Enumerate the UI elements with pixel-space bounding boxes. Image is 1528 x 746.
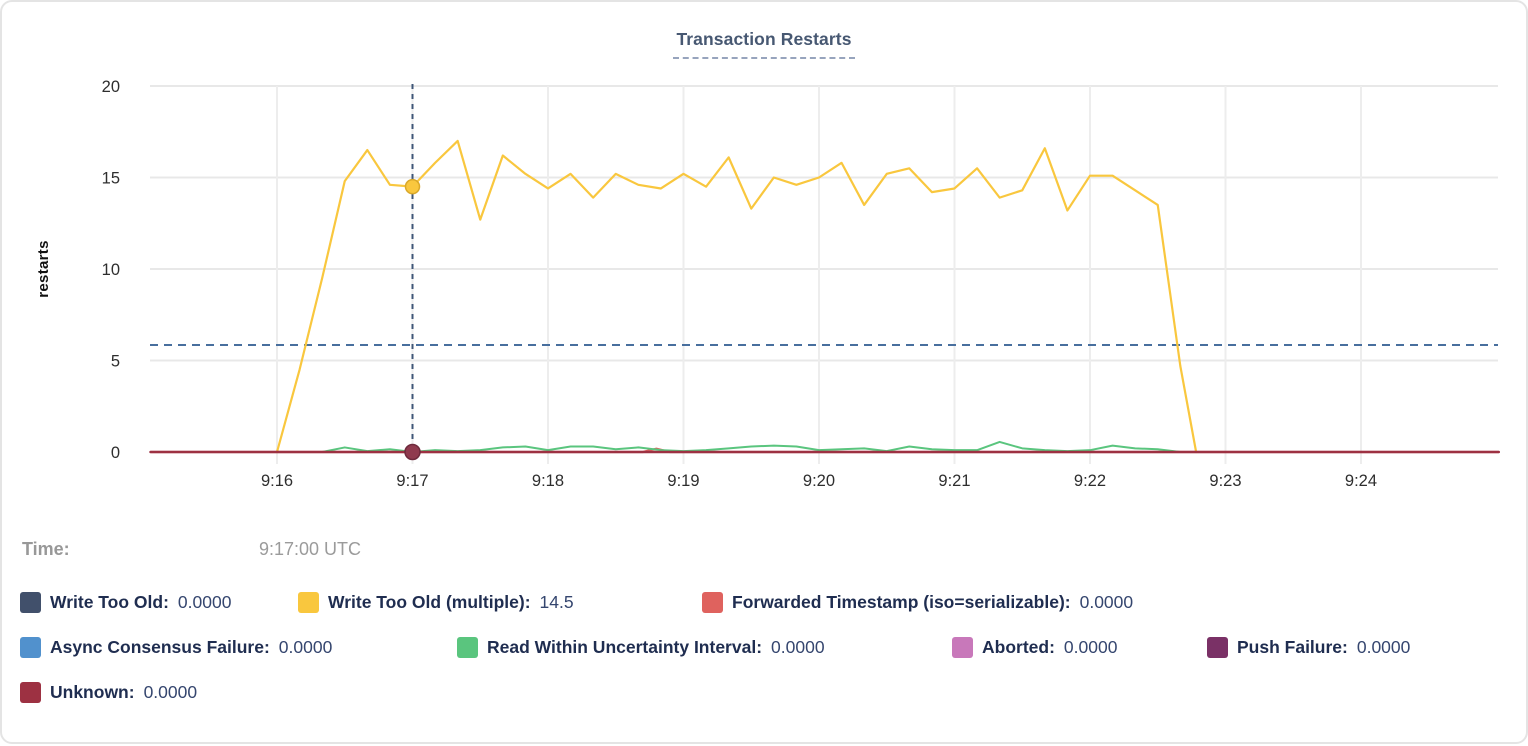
write-too-old-multiple-swatch-icon xyxy=(298,591,319,613)
y-tick-label: 15 xyxy=(102,170,120,188)
y-tick-label: 0 xyxy=(111,444,120,462)
legend-label: Async Consensus Failure: xyxy=(50,636,270,657)
write-too-old-swatch-icon xyxy=(20,591,41,613)
y-tick-label: 5 xyxy=(111,353,120,371)
x-tick-label: 9:24 xyxy=(1345,472,1377,490)
hover-dot-icon xyxy=(404,443,421,461)
x-tick-label: 9:20 xyxy=(803,472,835,490)
x-tick-label: 9:19 xyxy=(667,472,699,490)
legend-label: Unknown: xyxy=(50,681,135,702)
read-within-uncertainty-interval-swatch-icon xyxy=(457,636,478,658)
legend-value: 0.0000 xyxy=(143,681,198,702)
time-label: Time: xyxy=(22,539,70,559)
legend-value: 0.0000 xyxy=(771,636,825,657)
legend-label: Push Failure: xyxy=(1237,636,1348,657)
legend-item-read-within-uncertainty-interval: Read Within Uncertainty Interval: 0.0000 xyxy=(457,635,825,659)
unknown-swatch-icon xyxy=(20,681,41,703)
legend-label: Read Within Uncertainty Interval: xyxy=(487,636,763,657)
aborted-swatch-icon xyxy=(952,636,973,658)
y-tick-label: 10 xyxy=(102,261,120,279)
x-tick-label: 9:23 xyxy=(1209,472,1241,490)
x-tick-label: 9:16 xyxy=(261,472,293,490)
chart-title: Transaction Restarts xyxy=(2,29,1526,59)
legend-value: 0.0000 xyxy=(1356,636,1411,657)
legend-value: 0.0000 xyxy=(1063,636,1118,657)
x-tick-label: 9:21 xyxy=(938,472,970,490)
y-tick-label: 20 xyxy=(102,78,120,96)
legend-label: Forwarded Timestamp (iso=serializable): xyxy=(732,591,1071,612)
chart-title-text[interactable]: Transaction Restarts xyxy=(673,29,855,59)
forwarded-timestamp-swatch-icon xyxy=(702,591,723,613)
legend-item-async-consensus-failure: Async Consensus Failure: 0.0000 xyxy=(20,635,332,659)
push-failure-swatch-icon xyxy=(1207,636,1228,658)
legend-label: Write Too Old: xyxy=(50,591,169,612)
hover-dot-icon xyxy=(404,178,421,195)
legend-label: Aborted: xyxy=(982,636,1055,657)
async-consensus-failure-swatch-icon xyxy=(20,636,41,658)
legend-item-write-too-old-multiple: Write Too Old (multiple): 14.5 xyxy=(298,590,574,614)
legend-item-aborted: Aborted: 0.0000 xyxy=(952,635,1117,659)
y-axis-label: restarts xyxy=(35,240,52,297)
legend-item-forwarded-timestamp: Forwarded Timestamp (iso=serializable): … xyxy=(702,590,1133,614)
x-tick-label: 9:17 xyxy=(396,472,428,490)
legend-item-unknown: Unknown: 0.0000 xyxy=(20,680,197,704)
time-value: 9:17:00 UTC xyxy=(259,539,362,559)
legend-value: 0.0000 xyxy=(278,636,333,657)
legend-value: 14.5 xyxy=(539,591,574,612)
hover-time-row: Time: 9:17:00 UTC xyxy=(2,539,1526,563)
legend-value: 0.0000 xyxy=(1079,591,1134,612)
legend-item-push-failure: Push Failure: 0.0000 xyxy=(1207,635,1410,659)
legend-value: 0.0000 xyxy=(177,591,232,612)
legend-label: Write Too Old (multiple): xyxy=(328,591,531,612)
series-read-within-uncertainty-interval-line xyxy=(321,440,1182,453)
x-tick-label: 9:18 xyxy=(532,472,564,490)
legend-item-write-too-old: Write Too Old: 0.0000 xyxy=(20,590,231,614)
x-tick-label: 9:22 xyxy=(1074,472,1106,490)
series-write-too-old-multiple-line xyxy=(275,139,1198,454)
